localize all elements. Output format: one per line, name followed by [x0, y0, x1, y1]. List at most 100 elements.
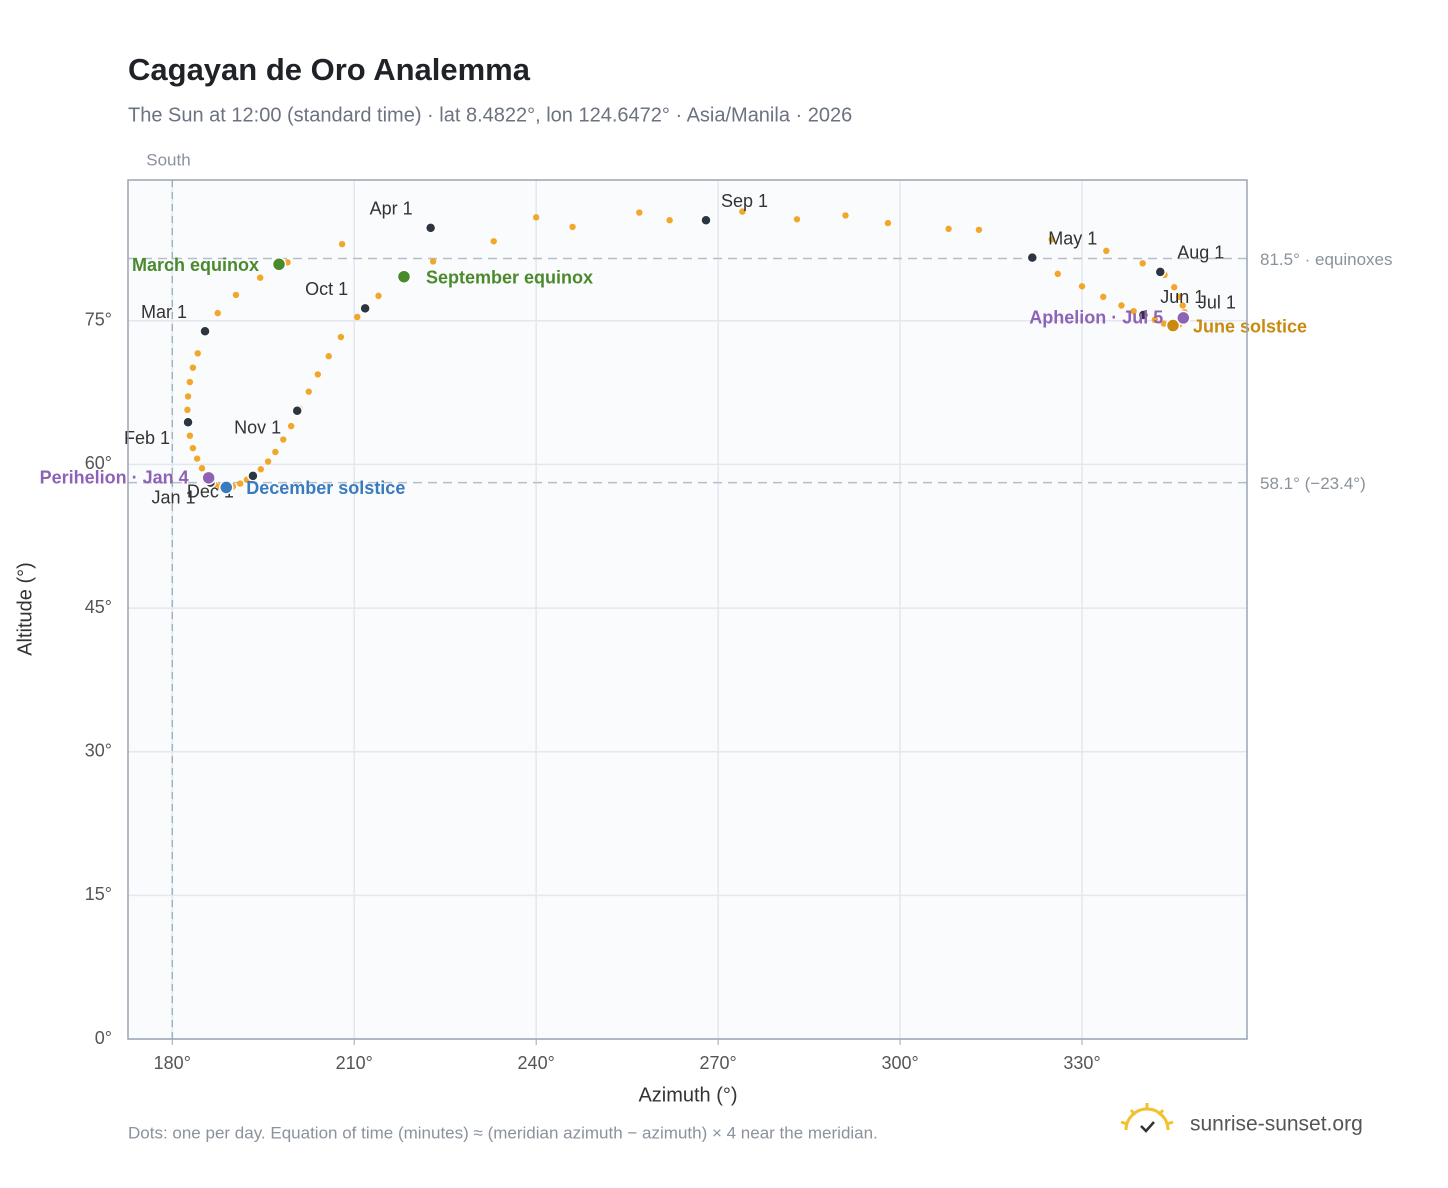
daily-dot	[314, 371, 322, 378]
y-tick-label: 45°	[85, 597, 112, 617]
daily-dot	[1100, 293, 1107, 301]
y-tick-label: 15°	[85, 884, 112, 904]
daily-dot	[189, 364, 197, 371]
daily-dot	[842, 212, 849, 219]
daily-dot	[184, 393, 192, 400]
month-marker	[1154, 266, 1167, 278]
daily-dot	[429, 258, 437, 265]
daily-dot	[1175, 293, 1183, 301]
x-axis-label: Azimuth (°)	[638, 1084, 737, 1106]
daily-dot	[257, 274, 264, 281]
daily-dot	[184, 406, 191, 414]
daily-dot	[287, 422, 295, 430]
x-tick-label: 210°	[336, 1053, 373, 1073]
daily-dot	[186, 378, 194, 386]
x-tick-label: 240°	[518, 1053, 555, 1073]
event-marker	[1176, 310, 1191, 326]
event-marker	[271, 257, 287, 272]
month-marker	[1026, 251, 1039, 264]
daily-dot	[1118, 302, 1125, 309]
y-tick-label: 60°	[85, 453, 112, 473]
daily-dot	[569, 223, 576, 231]
daily-dot	[375, 292, 382, 300]
daily-dot	[1054, 270, 1061, 278]
daily-dot	[280, 436, 287, 443]
month-label: Feb 1	[124, 428, 170, 448]
month-marker	[1137, 309, 1150, 321]
chart-title: Cagayan de Oro Analemma	[128, 52, 531, 87]
y-tick-label: 30°	[85, 740, 112, 760]
daily-dot	[739, 208, 746, 215]
daily-dot	[337, 333, 345, 341]
x-tick-label: 180°	[154, 1053, 191, 1073]
brand-name: sunrise-sunset.org	[1190, 1113, 1363, 1136]
daily-dot	[1160, 320, 1168, 327]
month-label: Oct 1	[305, 279, 348, 299]
daily-dot	[193, 455, 201, 462]
y-tick-label: 0°	[95, 1028, 112, 1048]
daily-dot	[232, 291, 240, 299]
daily-dot	[1130, 307, 1137, 315]
reference-label: 58.1° (−23.4°)	[1260, 474, 1366, 493]
month-label: Aug 1	[1177, 243, 1224, 263]
daily-dot	[186, 432, 194, 439]
daily-dot	[1171, 284, 1178, 291]
event-label: June solstice	[1193, 316, 1307, 336]
month-label: May 1	[1048, 228, 1097, 248]
x-tick-label: 330°	[1063, 1053, 1100, 1073]
daily-dot	[532, 214, 540, 221]
event-label: Aphelion · Jul 5	[1029, 308, 1163, 328]
meridian-label: South	[146, 150, 190, 169]
daily-dot	[490, 238, 497, 245]
daily-dot	[214, 309, 221, 317]
daily-dot	[198, 465, 206, 472]
daily-dot	[793, 216, 801, 223]
daily-dot	[354, 313, 361, 321]
footnote: Dots: one per day. Equation of time (min…	[128, 1123, 878, 1142]
plot-frame	[127, 179, 1248, 1040]
daily-dot	[884, 219, 892, 227]
month-label: Sep 1	[721, 191, 768, 211]
event-label: September equinox	[426, 267, 593, 287]
daily-dot	[1048, 236, 1055, 243]
daily-dot	[189, 444, 197, 452]
event-marker	[219, 480, 234, 495]
event-marker	[1165, 318, 1181, 333]
daily-dot	[338, 240, 346, 248]
y-axis-label: Altitude (°)	[14, 562, 36, 656]
event-label: December solstice	[246, 478, 405, 498]
daily-dot	[1179, 302, 1186, 309]
x-tick-label: 270°	[700, 1053, 737, 1073]
daily-dot	[194, 350, 201, 357]
month-marker	[247, 470, 259, 482]
reference-label: 81.5° · equinoxes	[1260, 250, 1393, 269]
month-marker	[182, 416, 194, 429]
month-label: Jul 1	[1198, 293, 1236, 313]
daily-dot	[975, 226, 983, 233]
daily-dot	[325, 353, 332, 360]
daily-dot	[237, 480, 244, 487]
daily-dot	[1151, 316, 1159, 324]
month-label: Jun 1	[1160, 287, 1204, 307]
daily-dot	[264, 458, 272, 465]
daily-dot	[1139, 260, 1146, 267]
month-marker	[199, 325, 211, 338]
chart-subtitle: The Sun at 12:00 (standard time) · lat 8…	[128, 104, 852, 126]
daily-dot	[1078, 283, 1086, 290]
event-marker	[396, 269, 412, 284]
event-label: March equinox	[132, 255, 259, 275]
month-marker	[359, 302, 371, 315]
daily-dot	[257, 466, 265, 473]
daily-dot	[1103, 247, 1110, 255]
month-marker	[424, 222, 437, 234]
daily-dot	[945, 225, 952, 233]
brand-logo	[1120, 1103, 1174, 1133]
month-label: Jan 1	[151, 487, 195, 507]
y-tick-label: 75°	[85, 310, 112, 330]
event-label: Perihelion · Jan 4	[40, 468, 189, 488]
month-label: Apr 1	[370, 199, 413, 219]
event-marker	[201, 470, 216, 486]
daily-dot	[272, 448, 279, 456]
daily-dot	[636, 209, 643, 216]
